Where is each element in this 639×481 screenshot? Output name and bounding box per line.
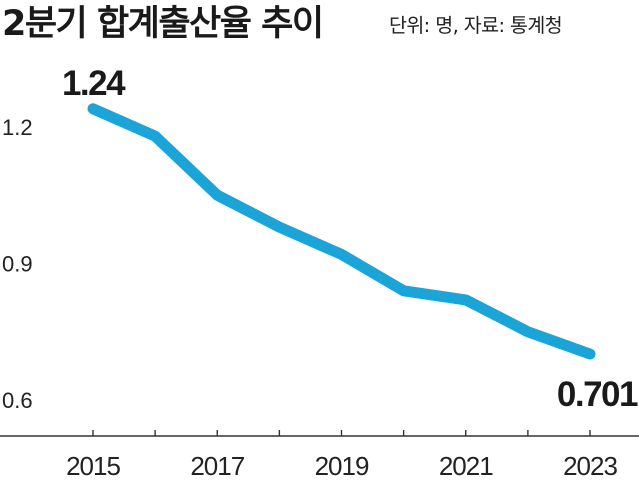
x-tick-label: 2015: [66, 451, 120, 481]
y-tick-label: 0.9: [2, 252, 33, 277]
series-line: [87, 103, 596, 360]
chart-title: 2분기 합계출산율 추이: [2, 4, 324, 44]
unit-source-note: 단위: 명, 자료: 통계청: [389, 14, 563, 37]
x-tick-label: 2023: [563, 451, 617, 481]
y-tick-label: 1.2: [2, 115, 33, 140]
y-tick-label: 0.6: [2, 388, 33, 413]
x-tick-label: 2021: [439, 451, 493, 481]
data-label: 1.24: [62, 64, 126, 103]
x-tick-label: 2017: [190, 451, 244, 481]
data-label: 0.701: [557, 375, 638, 414]
x-tick-label: 2019: [315, 451, 369, 481]
